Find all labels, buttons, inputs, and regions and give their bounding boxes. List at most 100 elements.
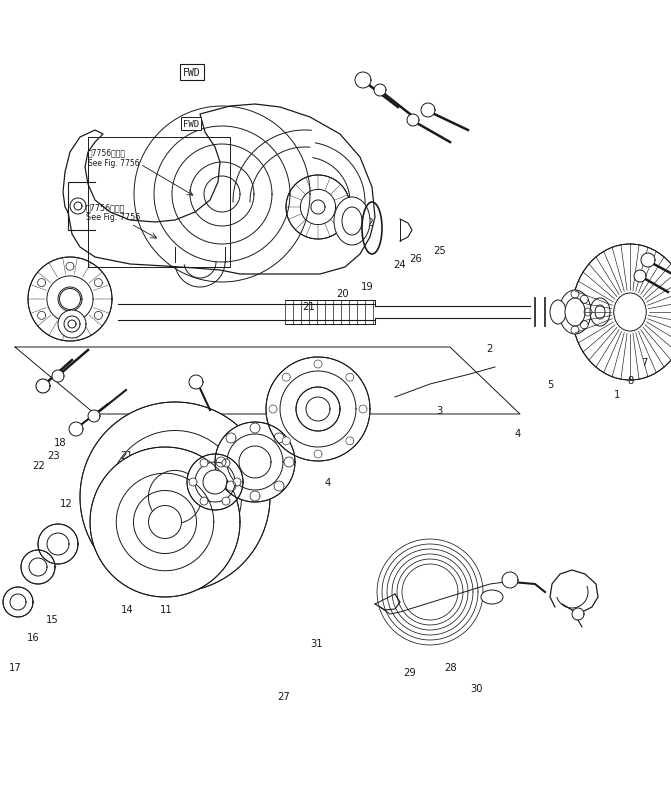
Text: 2: 2 — [486, 343, 493, 353]
Polygon shape — [148, 471, 201, 524]
Text: 10: 10 — [201, 537, 213, 546]
Polygon shape — [38, 525, 78, 565]
Text: 23: 23 — [336, 212, 348, 221]
Polygon shape — [187, 455, 243, 510]
Polygon shape — [314, 361, 322, 369]
Ellipse shape — [334, 198, 370, 245]
Polygon shape — [580, 322, 588, 330]
Polygon shape — [69, 423, 83, 436]
Text: 8: 8 — [627, 376, 634, 386]
Text: 22: 22 — [32, 460, 46, 470]
Polygon shape — [189, 375, 203, 390]
Polygon shape — [580, 296, 588, 304]
Polygon shape — [58, 310, 86, 338]
Text: 第7756図参照
See Fig. 7756: 第7756図参照 See Fig. 7756 — [88, 148, 140, 168]
Polygon shape — [58, 288, 82, 312]
Polygon shape — [216, 457, 226, 468]
Polygon shape — [346, 437, 354, 445]
Polygon shape — [274, 481, 284, 492]
Polygon shape — [226, 433, 236, 444]
Polygon shape — [571, 326, 579, 334]
Polygon shape — [584, 309, 592, 317]
Text: 21: 21 — [302, 302, 315, 311]
Polygon shape — [502, 573, 518, 588]
Text: 26: 26 — [409, 253, 423, 263]
Polygon shape — [641, 253, 655, 268]
Polygon shape — [634, 270, 646, 282]
Ellipse shape — [590, 298, 610, 326]
Polygon shape — [355, 73, 371, 89]
Polygon shape — [407, 115, 419, 127]
Polygon shape — [284, 457, 294, 468]
Ellipse shape — [565, 298, 585, 326]
Text: 15: 15 — [46, 614, 59, 624]
Polygon shape — [296, 387, 340, 431]
Text: 32: 32 — [160, 491, 172, 500]
Polygon shape — [233, 479, 241, 486]
Text: 28: 28 — [445, 662, 457, 672]
Text: 22: 22 — [361, 218, 374, 228]
Polygon shape — [572, 608, 584, 620]
Polygon shape — [286, 176, 350, 240]
Ellipse shape — [559, 290, 591, 334]
Polygon shape — [311, 200, 325, 215]
Text: 4: 4 — [324, 478, 331, 488]
Text: 11: 11 — [160, 605, 173, 614]
Polygon shape — [282, 437, 290, 445]
Polygon shape — [148, 506, 181, 539]
Polygon shape — [88, 411, 100, 423]
Polygon shape — [36, 379, 50, 394]
Text: 4: 4 — [515, 428, 521, 438]
Text: 3: 3 — [436, 406, 443, 415]
Polygon shape — [359, 406, 367, 414]
Text: 24: 24 — [393, 260, 405, 269]
Polygon shape — [66, 263, 74, 271]
Ellipse shape — [481, 590, 503, 604]
Polygon shape — [28, 257, 112, 342]
Polygon shape — [3, 587, 33, 618]
Polygon shape — [374, 85, 386, 97]
Polygon shape — [200, 460, 208, 468]
Text: 30: 30 — [470, 683, 482, 693]
Polygon shape — [38, 312, 46, 320]
Polygon shape — [90, 448, 240, 597]
Polygon shape — [38, 279, 46, 287]
Polygon shape — [266, 358, 370, 461]
Text: 12: 12 — [59, 499, 72, 508]
Text: 25: 25 — [433, 245, 446, 255]
Polygon shape — [346, 374, 354, 382]
Text: 21: 21 — [119, 451, 133, 460]
Text: FWD: FWD — [183, 119, 199, 129]
Polygon shape — [52, 371, 64, 383]
Polygon shape — [282, 374, 290, 382]
Text: 29: 29 — [403, 667, 416, 677]
Ellipse shape — [614, 294, 646, 331]
Polygon shape — [421, 104, 435, 118]
Text: 14: 14 — [121, 605, 134, 614]
Polygon shape — [269, 406, 277, 414]
Polygon shape — [226, 481, 236, 492]
Polygon shape — [571, 290, 579, 298]
Polygon shape — [314, 451, 322, 459]
Polygon shape — [250, 492, 260, 501]
Text: 9: 9 — [226, 515, 233, 525]
Text: 23: 23 — [48, 451, 60, 460]
Polygon shape — [274, 433, 284, 444]
Polygon shape — [95, 312, 103, 320]
Text: 7: 7 — [641, 358, 648, 367]
Text: 围7756図参照
See Fig. 7756: 围7756図参照 See Fig. 7756 — [86, 203, 140, 222]
Polygon shape — [239, 447, 271, 479]
Text: 5: 5 — [547, 380, 554, 390]
Text: 13: 13 — [111, 483, 123, 492]
Polygon shape — [200, 497, 208, 505]
Text: 18: 18 — [54, 438, 66, 448]
Polygon shape — [222, 497, 230, 505]
Polygon shape — [189, 479, 197, 486]
Text: FWD: FWD — [183, 68, 201, 78]
Text: 19: 19 — [361, 282, 374, 292]
Text: 6: 6 — [285, 470, 292, 480]
Polygon shape — [80, 403, 270, 592]
Polygon shape — [66, 328, 74, 336]
Text: 1: 1 — [614, 390, 621, 399]
Polygon shape — [222, 460, 230, 468]
